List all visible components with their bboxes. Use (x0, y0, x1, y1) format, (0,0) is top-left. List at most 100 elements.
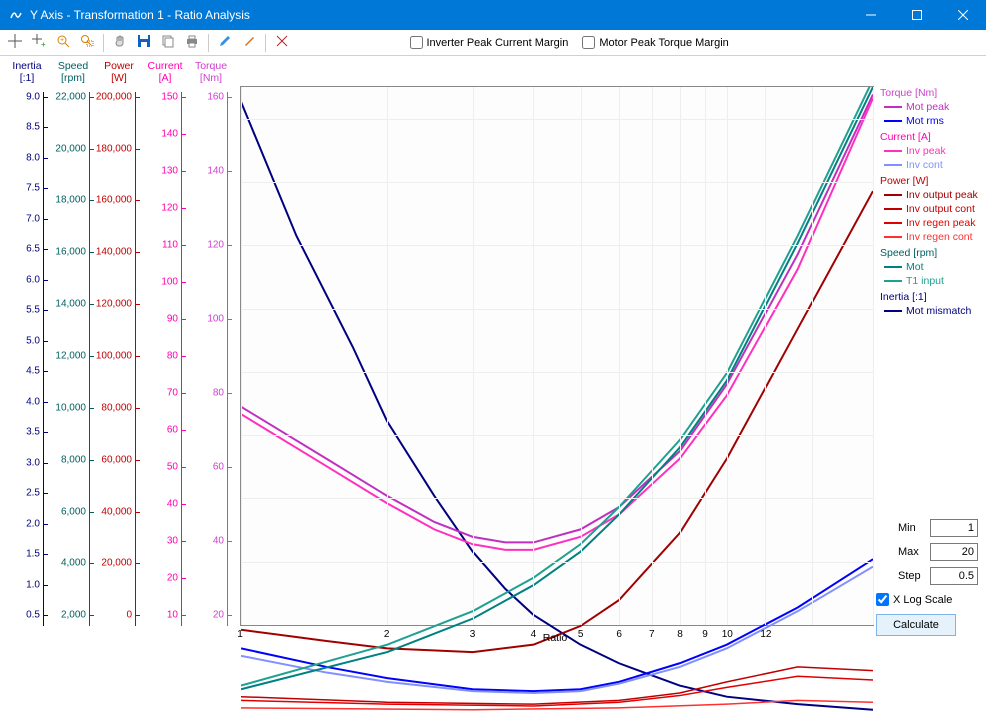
x-tick-label: 9 (702, 629, 708, 640)
minimize-button[interactable] (848, 0, 894, 30)
axis-tick: 200,000 (96, 91, 132, 102)
axis-tick: 140 (207, 165, 224, 176)
axis-tick: 40,000 (101, 506, 132, 517)
axis-header: Speed[rpm] (58, 60, 88, 86)
legend-item[interactable]: Mot rms (880, 114, 982, 128)
x-axis-title: Ratio (543, 632, 568, 644)
step-label: Step (898, 570, 926, 582)
copy-button[interactable] (157, 32, 179, 54)
crosshair-icon (8, 34, 22, 51)
legend-item[interactable]: Inv output peak (880, 188, 982, 202)
legend-swatch (884, 150, 902, 152)
axis-tick: 60,000 (101, 454, 132, 465)
svg-text:+: + (41, 40, 46, 48)
axis-tick: 120 (161, 202, 178, 213)
axis-power: Power[W]200,000180,000160,000140,000120,… (96, 60, 142, 626)
crossing-icon (275, 34, 289, 51)
min-input[interactable] (930, 519, 978, 537)
legend-item[interactable]: Mot mismatch (880, 304, 982, 318)
axis-tick: 6.0 (26, 274, 40, 285)
close-button[interactable] (940, 0, 986, 30)
zoom-rect-button[interactable] (76, 32, 98, 54)
min-label: Min (898, 522, 926, 534)
save-icon (137, 34, 151, 51)
axis-tick: 160,000 (96, 195, 132, 206)
zoom-in-button[interactable]: + (52, 32, 74, 54)
zoom-in-icon: + (56, 34, 70, 51)
axis-tick: 160 (207, 91, 224, 102)
edit-button[interactable] (214, 32, 236, 54)
axis-tick: 2,000 (61, 610, 86, 621)
legend-label: Inv peak (906, 144, 946, 158)
legend-swatch (884, 236, 902, 238)
legend-item[interactable]: Inv peak (880, 144, 982, 158)
calculate-button[interactable]: Calculate (876, 614, 956, 636)
x-tick-label: 12 (760, 629, 771, 640)
titlebar: Y Axis - Transformation 1 - Ratio Analys… (0, 0, 986, 30)
axis-tick: 4.0 (26, 396, 40, 407)
legend-label: Mot mismatch (906, 304, 971, 318)
legend-item[interactable]: Mot peak (880, 100, 982, 114)
crosshair-button[interactable] (4, 32, 26, 54)
axis-tick: 16,000 (55, 247, 86, 258)
axis-tick: 7.0 (26, 213, 40, 224)
legend-title: Current [A] (880, 130, 982, 144)
motor-margin-input[interactable] (582, 36, 595, 49)
copy-icon (161, 34, 175, 51)
legend-swatch (884, 194, 902, 196)
axis-tick: 1.0 (26, 579, 40, 590)
axis-tick: 120 (207, 239, 224, 250)
step-input[interactable] (930, 567, 978, 585)
x-tick-label: 4 (531, 629, 537, 640)
axis-tick: 40 (213, 536, 224, 547)
legend-item[interactable]: Inv cont (880, 158, 982, 172)
maximize-button[interactable] (894, 0, 940, 30)
curve-mot-peak (241, 94, 873, 542)
legend-item[interactable]: Inv regen cont (880, 230, 982, 244)
motor-margin-label: Motor Peak Torque Margin (599, 37, 728, 49)
controls-panel: Min Max Step X Log Scale Calculate (876, 519, 986, 644)
legend-swatch (884, 120, 902, 122)
axis-tick: 100,000 (96, 351, 132, 362)
axis-tick: 20,000 (101, 558, 132, 569)
window-title: Y Axis - Transformation 1 - Ratio Analys… (30, 8, 848, 22)
axis-tick: 0 (126, 610, 132, 621)
legend-item[interactable]: T1 input (880, 274, 982, 288)
axis-tick: 90 (167, 313, 178, 324)
axis-tick: 60 (167, 425, 178, 436)
axis-tick: 2.0 (26, 518, 40, 529)
print-button[interactable] (181, 32, 203, 54)
x-tick-label: 3 (470, 629, 476, 640)
hand-button[interactable] (109, 32, 131, 54)
axis-tick: 20 (167, 573, 178, 584)
xlog-input[interactable] (876, 593, 889, 606)
legend-title: Power [W] (880, 174, 982, 188)
hand-icon (113, 34, 127, 51)
legend-title: Torque [Nm] (880, 86, 982, 100)
inverter-margin-checkbox[interactable]: Inverter Peak Current Margin (410, 36, 569, 49)
max-input[interactable] (930, 543, 978, 561)
axis-tick: 3.5 (26, 427, 40, 438)
legend-group: Current [A]Inv peakInv cont (880, 130, 982, 172)
motor-margin-checkbox[interactable]: Motor Peak Torque Margin (582, 36, 728, 49)
legend-item[interactable]: Mot (880, 260, 982, 274)
crosshair-add-icon: + (32, 34, 46, 51)
plot-canvas[interactable] (240, 86, 874, 626)
legend-label: Inv regen cont (906, 230, 973, 244)
x-tick-label: 1 (237, 629, 243, 640)
crossing-button[interactable] (271, 32, 293, 54)
axis-tick: 8,000 (61, 454, 86, 465)
legend-item[interactable]: Inv regen peak (880, 216, 982, 230)
legend-item[interactable]: Inv output cont (880, 202, 982, 216)
axis-tick: 100 (161, 276, 178, 287)
legend-label: Mot rms (906, 114, 944, 128)
brush-button[interactable] (238, 32, 260, 54)
x-tick-label: 8 (677, 629, 683, 640)
x-tick-label: 6 (616, 629, 622, 640)
xlog-checkbox[interactable]: X Log Scale (876, 593, 978, 606)
legend-label: Inv output peak (906, 188, 978, 202)
inverter-margin-input[interactable] (410, 36, 423, 49)
save-button[interactable] (133, 32, 155, 54)
axis-tick: 4,000 (61, 558, 86, 569)
crosshair-add-button[interactable]: + (28, 32, 50, 54)
